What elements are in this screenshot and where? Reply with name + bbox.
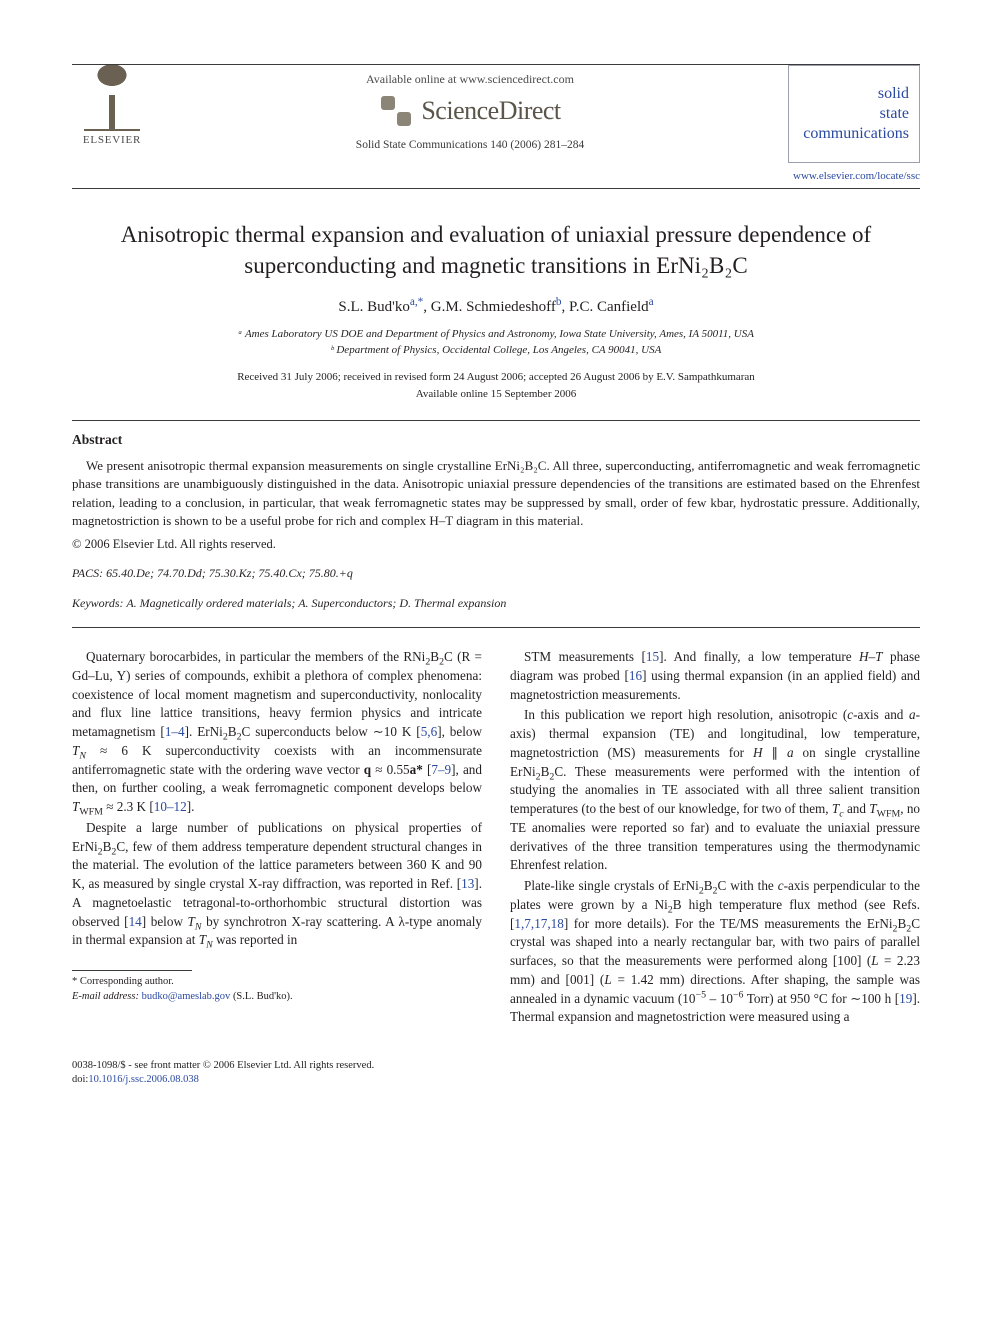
abstract-heading: Abstract (72, 431, 920, 449)
author-affil-link-b[interactable]: b (556, 299, 562, 315)
page-footer: 0038-1098/$ - see front matter © 2006 El… (72, 1059, 920, 1087)
email-line: E-mail address: budko@ameslab.gov (S.L. … (72, 990, 482, 1005)
body-para-4: In this publication we report high resol… (510, 706, 920, 875)
sciencedirect-logo: ScienceDirect (379, 93, 560, 128)
pacs-line: PACS: 65.40.De; 74.70.Dd; 75.30.Kz; 75.4… (72, 565, 920, 581)
affiliation-a: ᵃ Ames Laboratory US DOE and Department … (72, 327, 920, 343)
affiliation-b: ᵇ Department of Physics, Occidental Coll… (72, 343, 920, 359)
journal-header: ELSEVIER Available online at www.science… (72, 64, 920, 189)
author-affil-link-a[interactable]: a, (410, 299, 418, 315)
elsevier-wordmark: ELSEVIER (72, 133, 152, 148)
authors-line: S.L. Bud'koa,*, G.M. Schmiedeshoffb, P.C… (72, 297, 920, 317)
received-line: Received 31 July 2006; received in revis… (72, 369, 920, 386)
article-body: Quaternary borocarbides, in particular t… (72, 648, 920, 1029)
journal-title-box: solid state communications (788, 65, 920, 163)
email-attribution: (S.L. Bud'ko). (233, 991, 293, 1002)
corresponding-footnote: * Corresponding author. E-mail address: … (72, 975, 482, 1004)
author-email-link[interactable]: budko@ameslab.gov (142, 991, 231, 1002)
locate-link: www.elsevier.com/locate/ssc (788, 169, 920, 184)
header-center: Available online at www.sciencedirect.co… (152, 65, 788, 154)
footer-doi: doi:10.1016/j.ssc.2006.08.038 (72, 1073, 920, 1087)
journal-homepage-link[interactable]: www.elsevier.com/locate/ssc (793, 170, 920, 182)
journal-reference: Solid State Communications 140 (2006) 28… (152, 138, 788, 154)
body-para-2: Despite a large number of publications o… (72, 819, 482, 950)
abstract-top-rule (72, 420, 920, 421)
ref-link[interactable]: 1–4 (165, 724, 185, 739)
header-row: ELSEVIER Available online at www.science… (72, 65, 920, 184)
corr-author-label: * Corresponding author. (72, 975, 482, 990)
corr-author-link[interactable]: * (418, 299, 424, 315)
keywords-line: Keywords: A. Magnetically ordered materi… (72, 595, 920, 611)
elsevier-tree-icon (84, 65, 140, 131)
ref-link[interactable]: 10–12 (154, 799, 187, 814)
ref-link[interactable]: 1,7,17,18 (514, 916, 563, 931)
footer-copyright: 0038-1098/$ - see front matter © 2006 El… (72, 1059, 920, 1073)
header-bottom-rule (72, 188, 920, 189)
body-para-5: Plate-like single crystals of ErNi2B2C w… (510, 877, 920, 1027)
title-block: Anisotropic thermal expansion and evalua… (72, 219, 920, 402)
ref-link[interactable]: 19 (899, 991, 912, 1006)
ref-link[interactable]: 5,6 (421, 724, 437, 739)
author-affil-link-a2[interactable]: a (649, 299, 654, 315)
ssc-block: solid state communications www.elsevier.… (788, 65, 920, 184)
ref-link[interactable]: 16 (629, 668, 642, 683)
abstract-bottom-rule (72, 627, 920, 628)
doi-link[interactable]: 10.1016/j.ssc.2006.08.038 (88, 1074, 199, 1085)
email-label: E-mail address: (72, 991, 139, 1002)
abstract-text: We present anisotropic thermal expansion… (72, 457, 920, 530)
body-para-1: Quaternary borocarbides, in particular t… (72, 648, 482, 817)
online-line: Available online 15 September 2006 (72, 386, 920, 403)
ssc-word-1: solid (878, 84, 909, 104)
ref-link[interactable]: 14 (129, 914, 142, 929)
available-online-text: Available online at www.sciencedirect.co… (152, 71, 788, 87)
ref-link[interactable]: 15 (646, 649, 659, 664)
elsevier-logo: ELSEVIER (72, 65, 152, 148)
footnote-rule (72, 970, 192, 971)
doi-label: doi: (72, 1074, 88, 1085)
ssc-word-3: communications (803, 124, 909, 144)
article-dates: Received 31 July 2006; received in revis… (72, 369, 920, 402)
article-title: Anisotropic thermal expansion and evalua… (72, 219, 920, 281)
sciencedirect-mark-icon (379, 94, 413, 128)
body-para-3: STM measurements [15]. And finally, a lo… (510, 648, 920, 704)
sciencedirect-wordmark: ScienceDirect (421, 93, 560, 128)
ref-link[interactable]: 7–9 (431, 762, 451, 777)
ssc-word-2: state (880, 104, 909, 124)
abstract-copyright: © 2006 Elsevier Ltd. All rights reserved… (72, 536, 920, 553)
ref-link[interactable]: 13 (461, 876, 474, 891)
